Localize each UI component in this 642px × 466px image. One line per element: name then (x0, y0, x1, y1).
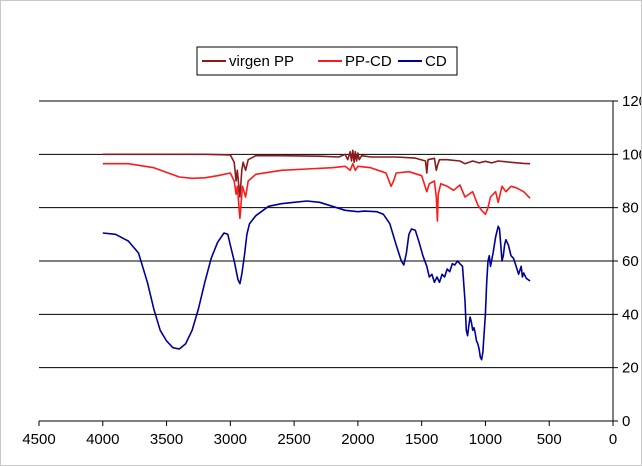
series-line-cd (102, 200, 531, 361)
series-line-pp-cd (102, 162, 531, 222)
x-tick-label-2000: 2000 (341, 431, 374, 448)
x-tick-label-3500: 3500 (150, 431, 183, 448)
x-tick-label-2500: 2500 (277, 431, 310, 448)
y-tick-label-80: 80 (622, 200, 639, 217)
x-tick-label-0: 0 (609, 431, 617, 448)
y-tick-label-0: 0 (622, 413, 630, 430)
y-tick-label-20: 20 (622, 360, 639, 377)
x-tick-label-4500: 4500 (22, 431, 55, 448)
x-tick-label-1000: 1000 (469, 431, 502, 448)
legend-label-pp-cd: PP-CD (345, 53, 392, 70)
y-tick-label-40: 40 (622, 306, 639, 323)
y-tick-label-60: 60 (622, 253, 639, 270)
x-tick-label-500: 500 (537, 431, 562, 448)
x-tick-label-1500: 1500 (405, 431, 438, 448)
x-tick-label-4000: 4000 (86, 431, 119, 448)
legend-label-virgen-pp: virgen PP (229, 53, 294, 70)
y-tick-label-120: 120 (622, 93, 641, 110)
y-tick-label-100: 100 (622, 146, 641, 163)
legend-label-cd: CD (425, 53, 447, 70)
x-tick-label-3000: 3000 (214, 431, 247, 448)
series-line-virgen-pp (102, 149, 531, 198)
